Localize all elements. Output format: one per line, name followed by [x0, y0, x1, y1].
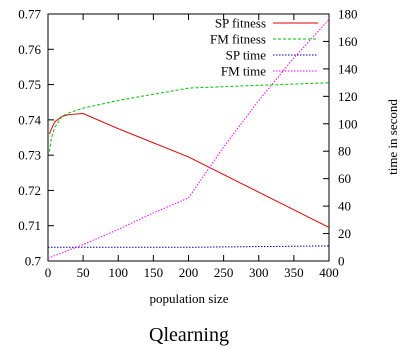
y2-tick-label: 160: [338, 34, 358, 49]
y2-tick-label: 20: [338, 226, 351, 241]
y-tick-label: 0.7: [25, 254, 42, 269]
chart-caption: Qlearning: [149, 324, 229, 346]
x-tick-label: 150: [144, 265, 164, 280]
y2-axis-title: time in second: [385, 99, 400, 175]
x-tick-label: 200: [179, 265, 199, 280]
x-tick-label: 400: [319, 265, 339, 280]
y-tick-label: 0.72: [18, 183, 41, 198]
y2-tick-label: 0: [338, 254, 345, 269]
series-line-sp-fitness: [48, 113, 330, 228]
y-tick-label: 0.76: [18, 42, 41, 57]
y-tick-label: 0.71: [18, 218, 41, 233]
y2-tick-label: 120: [338, 89, 358, 104]
plot-frame: [47, 13, 330, 262]
y2-tick-label: 140: [338, 61, 358, 76]
legend-label: FM time: [221, 64, 266, 79]
plot-border: [47, 13, 330, 262]
x-tick-label: 350: [284, 265, 304, 280]
y-tick-label: 0.74: [18, 112, 41, 127]
y-tick-label: 0.75: [18, 77, 41, 92]
legend-label: SP time: [226, 48, 267, 63]
legend-label: FM fitness: [210, 32, 266, 47]
tick-layer: 0 50 100 150 200 250 300 350 4000.70.710.720.730…: [18, 7, 357, 281]
x-tick-label: 250: [214, 265, 234, 280]
legend-label: SP fitness: [215, 16, 266, 31]
x-tick-label: 100: [109, 265, 129, 280]
y2-tick-label: 60: [338, 171, 351, 186]
y-tick-label: 0.77: [18, 7, 41, 22]
y-tick-label: 0.73: [18, 148, 41, 163]
y2-tick-label: 100: [338, 116, 358, 131]
series-layer: [47, 19, 330, 259]
x-axis-title: population size: [149, 291, 228, 306]
series-line-sp-time: [48, 245, 330, 248]
x-tick-label: 300: [249, 265, 269, 280]
x-tick-label: 0: [45, 265, 52, 280]
y2-tick-label: 80: [338, 144, 351, 159]
x-tick-label: 50: [77, 265, 90, 280]
series-line-fm-time: [47, 19, 330, 259]
y2-tick-label: 180: [338, 7, 358, 22]
y2-tick-label: 40: [338, 199, 351, 214]
